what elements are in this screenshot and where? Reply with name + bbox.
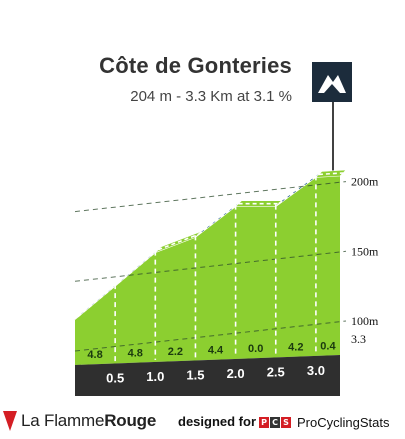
end-distance-label: 3.3 (351, 332, 366, 346)
elevation-tick-label: 150m (351, 244, 379, 258)
segment-gradient-label: 4.2 (288, 342, 303, 354)
elevation-gridline (74, 320, 347, 352)
km-marker-label: 1.5 (186, 367, 204, 382)
segment-gradient-label: 4.8 (87, 349, 102, 361)
road-centerline (197, 203, 240, 235)
elevation-gridline (74, 181, 347, 213)
segment-gradient-label: 0.0 (248, 343, 263, 355)
elevation-tick-label: 100m (351, 314, 379, 328)
km-marker-label: 0.5 (106, 370, 124, 385)
flag-icon (3, 411, 17, 431)
la-flamme-rouge-logo[interactable]: La FlammeRouge (3, 411, 156, 431)
profile-face (75, 176, 340, 365)
road-centerline (158, 233, 199, 251)
segment-gradient-label: 2.2 (168, 346, 183, 358)
km-marker-label: 2.5 (267, 364, 285, 379)
climb-title: Côte de Gonteries (99, 53, 292, 78)
segment-gradient-label: 4.4 (208, 345, 224, 357)
pcs-letter-s: S (281, 417, 291, 428)
mountain-summit-icon (312, 62, 352, 172)
procyclingstats-logo[interactable]: P C S ProCyclingStats (259, 415, 389, 430)
climb-subtitle: 204 m - 3.3 Km at 3.1 % (130, 88, 292, 105)
segment-gradient-label: 4.8 (128, 348, 143, 360)
elevation-profile-chart: 100m 150m 200m 4.8 4.8 2.2 4.4 0.0 4.2 0.4 0.5 1.0 1… (74, 62, 379, 396)
road-centerline (278, 173, 320, 205)
profile-base-band (75, 355, 340, 396)
elevation-tick-label: 200m (351, 175, 379, 189)
segment-gradient-label: 0.4 (320, 340, 336, 352)
road-centerline (117, 249, 159, 284)
elevation-gridline (74, 250, 347, 282)
km-marker-label: 1.0 (146, 369, 164, 384)
brand-thin: La Flamme (21, 411, 105, 430)
gradient-band-segment (315, 169, 347, 178)
designed-for-label: designed for (178, 414, 257, 429)
brand-bold: Rouge (104, 411, 157, 430)
pcs-letter-c: C (270, 417, 280, 428)
pcs-letter-p: P (259, 417, 269, 428)
km-marker-label: 2.0 (227, 366, 245, 381)
km-marker-label: 3.0 (307, 363, 325, 378)
procyclingstats-name: ProCyclingStats (297, 415, 390, 430)
footer: La FlammeRouge designed for P C S ProCyc… (0, 408, 405, 436)
road-centerline (77, 282, 119, 318)
